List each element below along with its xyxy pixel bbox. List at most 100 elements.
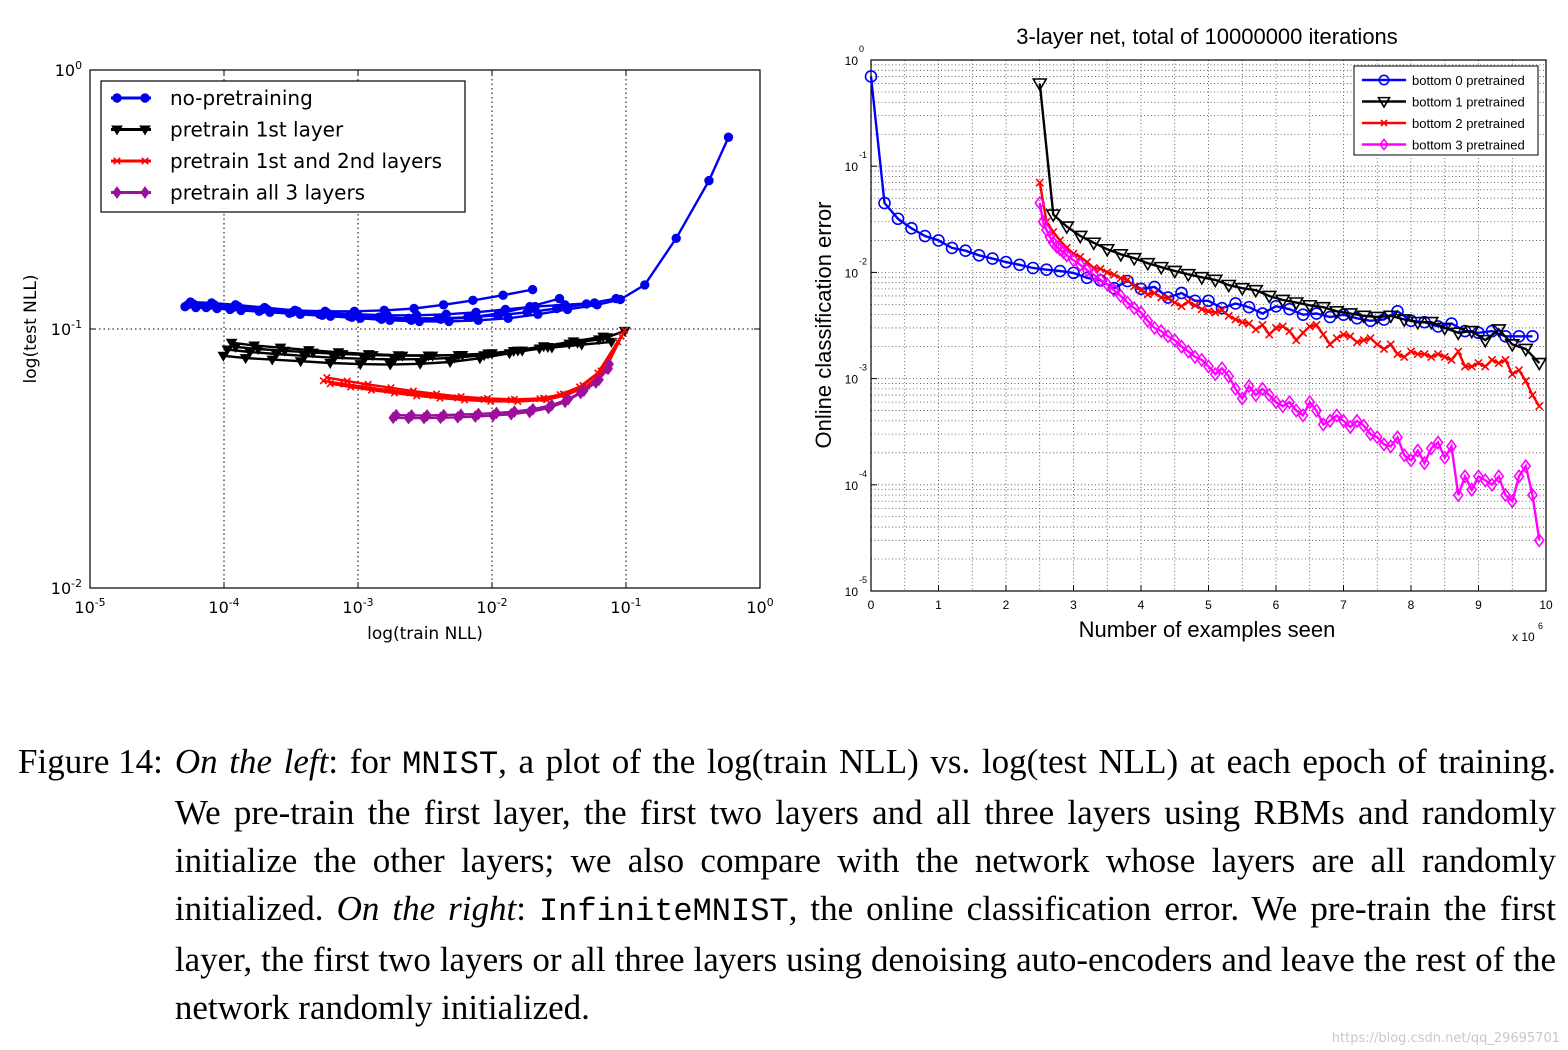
left-xtick-label: 100 [746,596,773,617]
right-series-line [1038,83,1541,364]
right-data-point [1406,347,1416,356]
left-data-point [367,386,376,394]
left-data-point [391,408,402,422]
right-data-point [1301,299,1318,314]
right-data-point [1074,257,1086,273]
caption-mnist: MNIST [402,746,499,783]
left-data-point [265,307,275,318]
right-data-point [1068,252,1079,268]
right-data-point [1352,338,1362,347]
right-data-point [1283,302,1296,316]
right-data-point [972,248,986,262]
left-data-point [533,309,543,319]
right-data-point [1310,307,1323,320]
right-data-point [1170,298,1179,307]
right-legend-label: bottom 0 pretrained [1412,73,1525,88]
right-data-point [1447,355,1456,365]
left-data-point [640,280,650,290]
caption-part3: : [516,889,539,928]
right-legend-label: bottom 2 pretrained [1412,116,1525,131]
left-data-point [471,307,481,318]
left-data-point [354,360,367,371]
right-data-point [1189,349,1201,365]
left-series-3 [388,357,614,425]
right-data-point [1490,324,1507,338]
right-data-point [1177,302,1186,311]
right-xtick-label: 8 [1408,598,1415,612]
right-data-point [1466,482,1478,497]
left-legend-marker [112,186,122,199]
right-data-point [1112,248,1129,263]
left-data-point [414,316,425,327]
right-data-point [1521,376,1530,386]
right-data-point [1216,360,1228,376]
right-data-point [1142,313,1154,329]
right-data-point [1215,301,1229,315]
right-data-point [905,222,918,235]
right-data-point [1297,408,1309,423]
left-ytick-label: 10-2 [51,577,82,598]
right-series-2 [1035,178,1544,411]
right-data-point [1454,347,1463,356]
right-data-point [1153,261,1170,276]
left-data-point [387,384,395,392]
left-data-point [236,305,246,316]
right-data-point [1325,340,1335,349]
right-data-point [1288,297,1305,311]
right-data-point [1182,344,1194,359]
left-xtick-label: 10-1 [610,596,641,617]
right-data-point [1504,339,1521,353]
left-data-point [336,350,349,361]
left-data-point [486,349,498,360]
right-data-point [1379,344,1389,354]
right-data-point [1324,413,1336,429]
left-data-point [456,408,466,421]
left-data-point [366,351,379,362]
right-data-point [1312,320,1321,330]
left-legend-marker [112,93,122,103]
right-data-point [1506,493,1518,509]
left-data-point [460,396,469,404]
right-data-point [1053,264,1067,278]
right-chart: 3-layer net, total of 10000000 iteration… [811,24,1553,644]
left-data-point [323,373,331,382]
right-xtick-label: 3 [1070,598,1077,612]
right-data-point [1432,435,1444,450]
right-data-point [1209,366,1221,382]
right-ytick-label: 10 [845,479,859,493]
right-data-point [1412,443,1424,458]
right-data-point [1369,311,1386,326]
right-data-point [1157,293,1166,302]
right-data-point [1378,437,1390,452]
right-data-point [1527,487,1538,503]
right-data-point [1463,325,1480,340]
right-data-point [1409,316,1426,331]
right-data-point [1500,487,1511,503]
right-data-point [1344,419,1356,435]
left-xtick-label: 10-2 [476,596,507,617]
right-data-point [1180,268,1197,283]
caption-part4: , the online classification error. We pr… [174,889,1556,1027]
right-data-point [1398,447,1410,463]
right-data-point [1440,352,1449,362]
right-data-point [1099,243,1116,258]
right-data-point [1115,288,1127,304]
left-legend-label: pretrain 1st layer [170,118,344,142]
right-data-point [1150,288,1159,298]
right-data-point [1400,352,1409,362]
left-ytick-label: 100 [55,59,82,80]
right-data-point [1231,315,1240,324]
right-data-point [1271,323,1281,333]
right-data-point [986,252,999,265]
right-data-point [1393,349,1402,359]
right-data-point [1139,257,1156,272]
right-data-point [1143,290,1152,299]
right-data-point [1319,330,1328,339]
right-data-point [1108,282,1120,298]
right-data-point [1413,349,1422,359]
right-xtick-label: 2 [1003,598,1010,612]
right-data-point [1247,284,1264,299]
right-data-point [1373,340,1382,349]
right-data-point [1096,264,1105,274]
right-data-point [1494,358,1503,368]
